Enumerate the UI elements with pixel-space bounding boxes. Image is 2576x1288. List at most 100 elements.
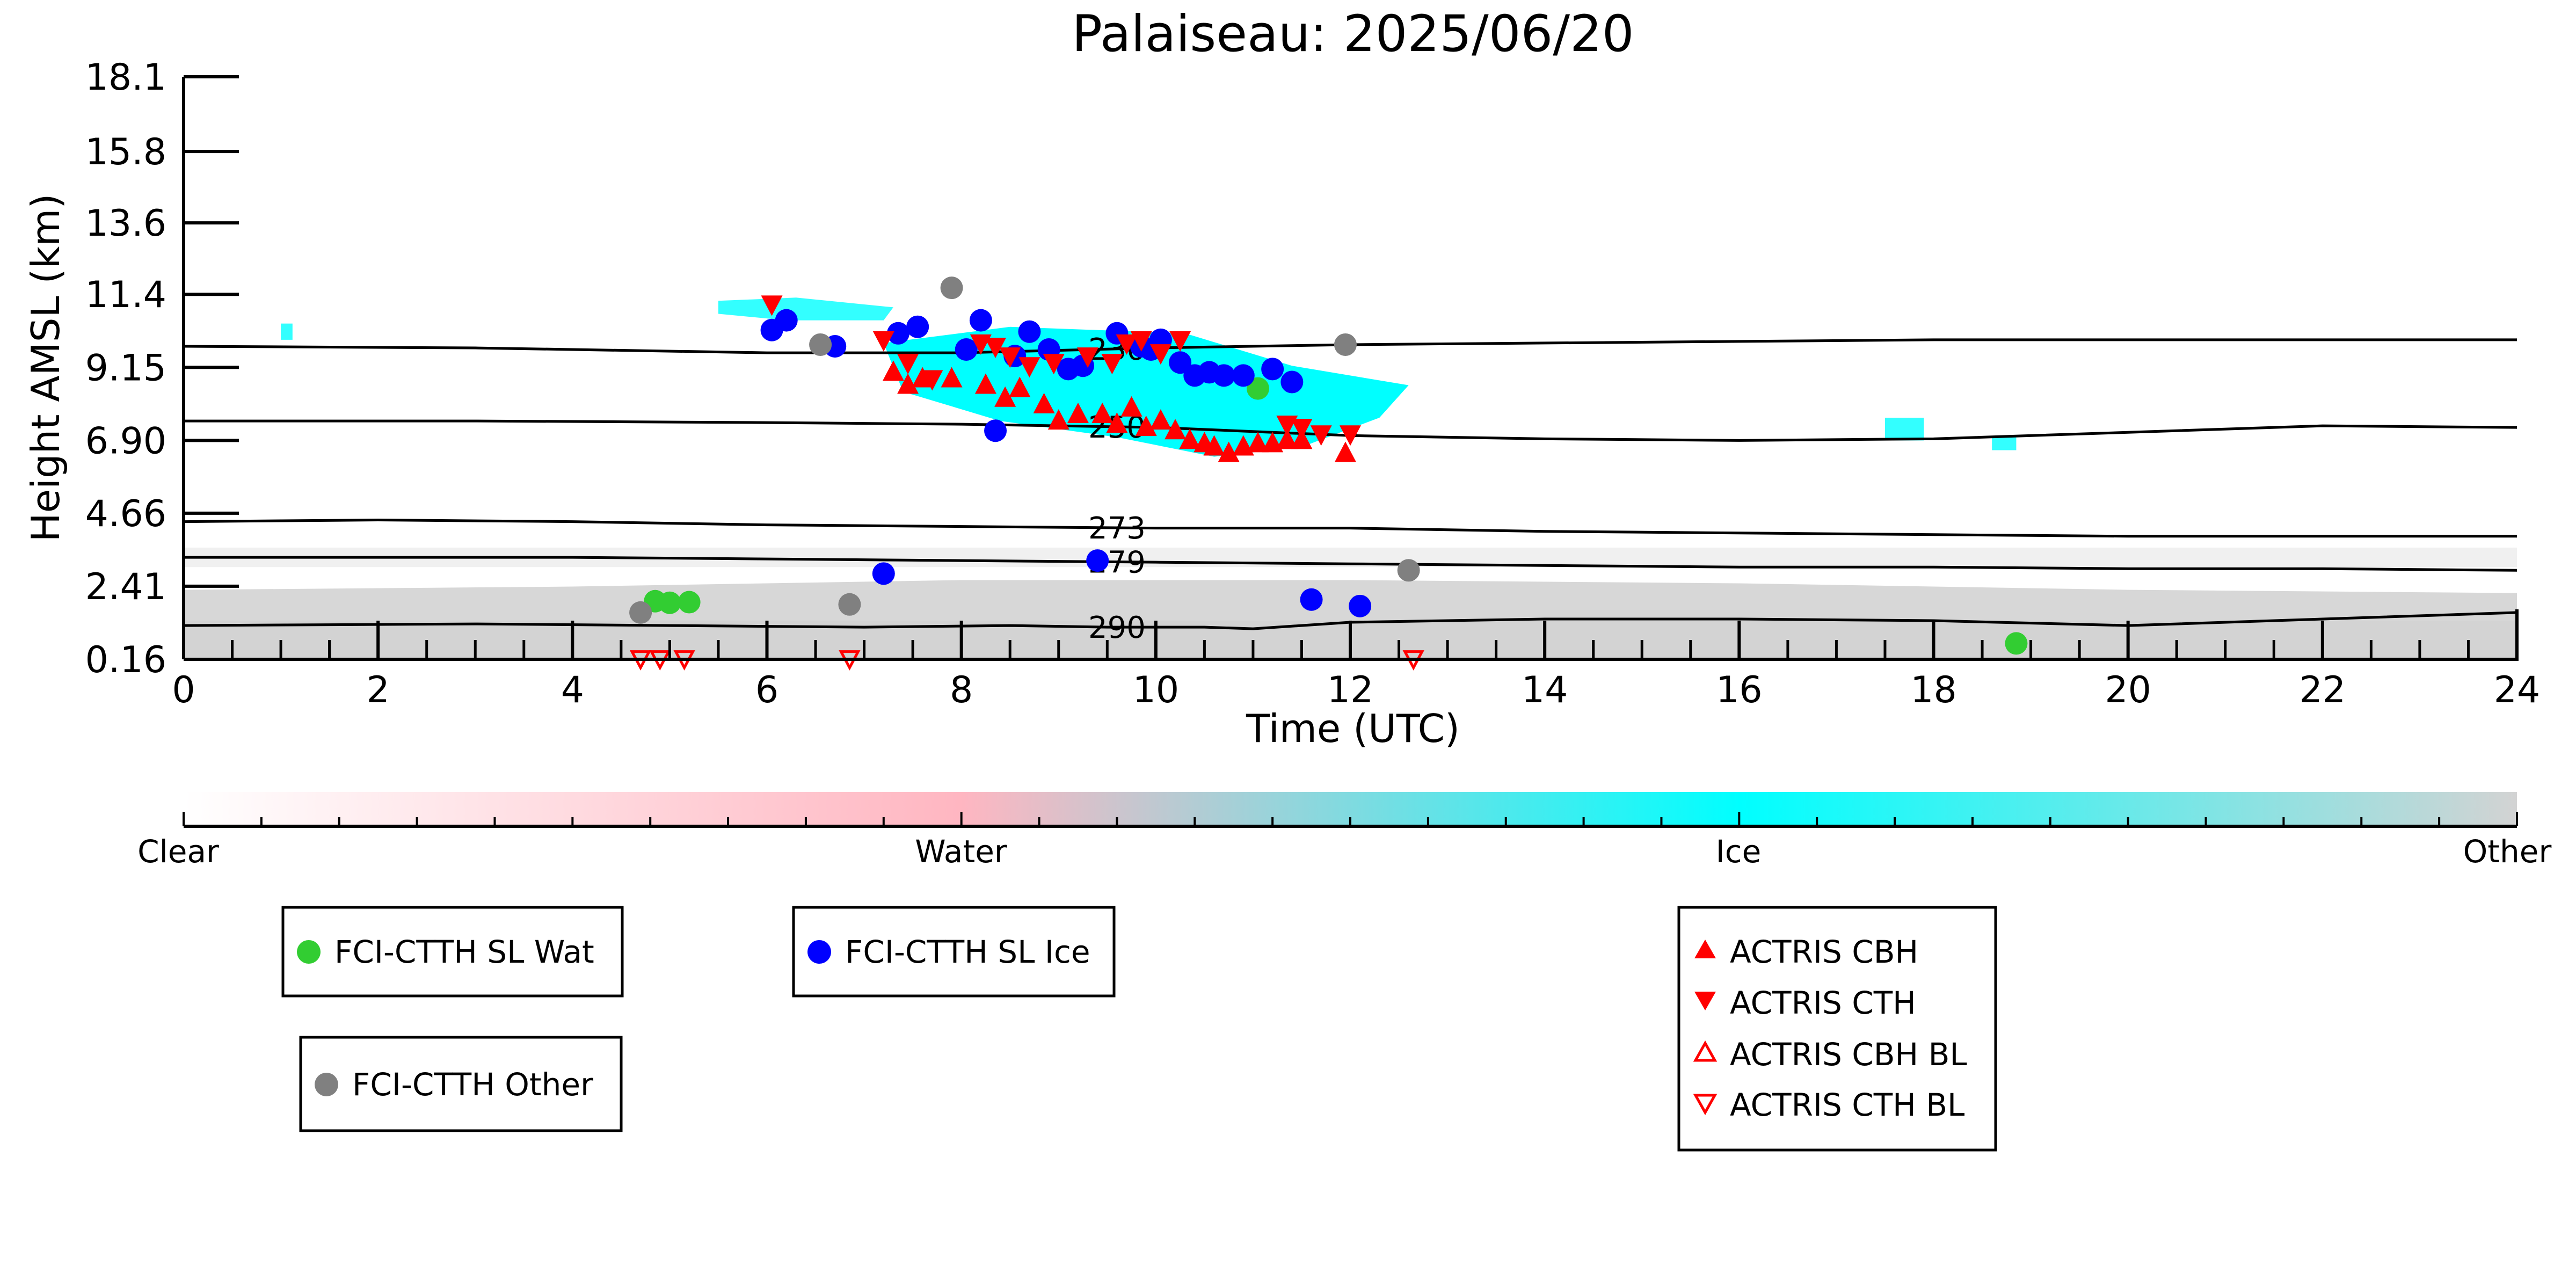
marker-point	[1218, 441, 1240, 462]
legend-label-water: FCI-CTTH SL Wat	[334, 934, 594, 970]
marker-point	[886, 322, 909, 345]
y-tick-label: 9.15	[85, 347, 166, 389]
x-tick-label: 22	[2300, 669, 2346, 711]
legend-marker-cth	[1694, 992, 1716, 1010]
colorbar-label-clear: Clear	[137, 833, 219, 870]
y-tick-label: 4.66	[85, 493, 166, 535]
marker-point	[1018, 357, 1040, 378]
legend-label-other: FCI-CTTH Other	[352, 1066, 593, 1103]
marker-point	[1334, 441, 1356, 462]
colorbar-label-water: Water	[915, 833, 1007, 870]
marker-point	[1310, 425, 1332, 446]
marker-point	[1086, 549, 1109, 572]
marker-point	[1169, 331, 1191, 352]
x-axis-label: Time (UTC)	[1246, 706, 1460, 751]
marker-point	[1116, 334, 1138, 355]
x-tick-label: 20	[2105, 669, 2151, 711]
x-tick-label: 8	[950, 669, 973, 711]
ice-region-patch	[1884, 418, 1924, 441]
marker-point	[2005, 632, 2028, 655]
marker-point	[1276, 428, 1298, 449]
colorbar-label-ice: Ice	[1716, 833, 1762, 870]
marker-point	[1018, 320, 1041, 343]
contour-line-279	[184, 556, 2517, 572]
x-tick-label: 6	[755, 669, 778, 711]
y-tick-label: 0.16	[85, 639, 166, 681]
legend-box-ice: FCI-CTTH SL Ice	[792, 906, 1116, 998]
marker-point	[941, 367, 963, 388]
marker-point	[974, 373, 996, 394]
marker-point	[985, 337, 1007, 358]
ice-region-patch	[1992, 437, 2017, 450]
contour-line-230	[183, 338, 2517, 354]
marker-point	[1106, 412, 1128, 433]
legend-label-cbh-bl: ACTRIS CBH BL	[1730, 1036, 1967, 1073]
y-tick-label: 13.6	[85, 202, 166, 245]
ice-region-patch	[281, 323, 293, 340]
colorbar-label-other: Other	[2463, 833, 2552, 870]
marker-point	[999, 347, 1021, 368]
legend-label-cth: ACTRIS CTH	[1730, 985, 1916, 1021]
marker-point	[658, 591, 681, 614]
legend-label-cth-bl: ACTRIS CTH BL	[1730, 1087, 1964, 1123]
marker-point	[1334, 333, 1357, 356]
marker-point	[1169, 351, 1192, 374]
marker-point	[984, 419, 1007, 442]
marker-point	[1135, 416, 1157, 436]
marker-point	[629, 601, 652, 624]
y-tick-label: 2.41	[85, 566, 166, 608]
legend-marker-cbh-bl	[1693, 1040, 1718, 1062]
x-tick-label: 16	[1716, 669, 1763, 711]
marker-point	[1349, 594, 1372, 617]
marker-point	[1043, 354, 1065, 375]
chart-title: Palaiseau: 2025/06/20	[1072, 5, 1634, 63]
marker-point	[1047, 409, 1069, 430]
colorbar: Clear Water Ice Other	[137, 792, 2551, 870]
x-tick-label: 4	[561, 669, 584, 711]
marker-point	[1067, 402, 1089, 423]
marker-point	[1077, 347, 1099, 368]
contour-label-273: 273	[1088, 511, 1146, 546]
x-tick-label: 2	[367, 669, 390, 711]
marker-point	[872, 562, 895, 585]
marker-point	[1232, 364, 1255, 387]
marker-point	[994, 386, 1016, 407]
x-tick-label: 12	[1327, 669, 1374, 711]
marker-point	[1130, 331, 1152, 352]
legend-marker-water	[297, 940, 321, 964]
x-tick-label: 10	[1133, 669, 1180, 711]
marker-point	[940, 276, 963, 300]
marker-point	[882, 360, 904, 381]
marker-point	[1246, 377, 1269, 400]
marker-point	[1149, 344, 1171, 365]
contour-label-290: 290	[1088, 610, 1146, 645]
ice-region-upper	[718, 297, 893, 321]
marker-point	[906, 315, 929, 338]
legend-marker-cth-bl	[1693, 1094, 1718, 1116]
y-tick-label: 18.1	[85, 56, 166, 99]
marker-point	[761, 295, 783, 316]
x-tick-label: 14	[1522, 669, 1568, 711]
y-tick-label: 15.8	[85, 131, 166, 173]
legend-marker-other	[315, 1073, 338, 1096]
marker-point	[1397, 559, 1420, 582]
marker-point	[1203, 435, 1225, 456]
marker-point	[969, 309, 992, 332]
y-axis-label: Height AMSL (km)	[23, 194, 68, 542]
contour-line-290	[183, 611, 2517, 630]
contour-line-250	[184, 419, 2517, 442]
marker-point	[1340, 425, 1361, 446]
legend-label-cbh: ACTRIS CBH	[1730, 934, 1918, 970]
x-tick-label: 24	[2494, 669, 2541, 711]
marker-point	[775, 309, 798, 332]
x-tick-label: 0	[172, 669, 195, 711]
legend-frame	[792, 906, 1116, 998]
legend-marker-cbh	[1694, 940, 1716, 958]
marker-point	[1120, 396, 1143, 417]
plot-axes: 0 2 4 6 8 10 12 14 16 18 20 22 240.162.414.666.909.1…	[85, 56, 2541, 711]
marker-point	[1033, 392, 1055, 413]
marker-point	[955, 338, 978, 361]
legend-frame	[1677, 906, 1997, 1152]
marker-point	[872, 331, 894, 352]
